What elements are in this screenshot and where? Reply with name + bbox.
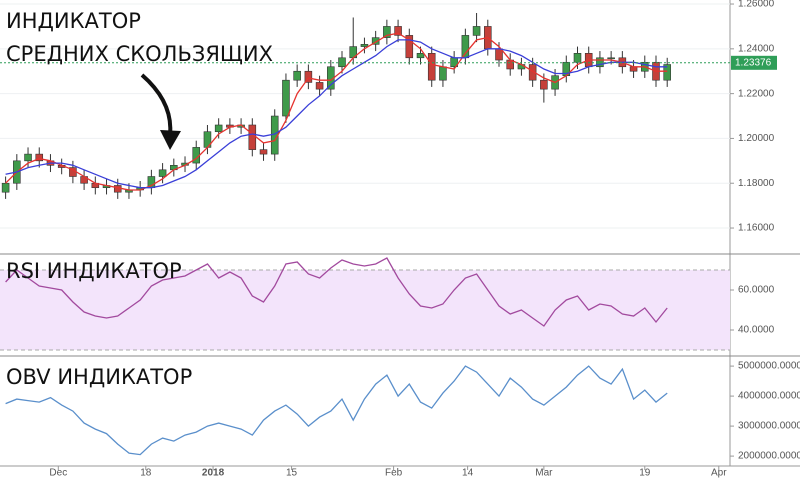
candle-body (607, 57, 615, 60)
y-tick-label: 1.18000 (738, 178, 775, 189)
candle-body (282, 79, 290, 117)
candle-body (573, 53, 582, 63)
y-tick-label: 2000000.0000 (738, 451, 800, 462)
candle-body (293, 70, 301, 81)
y-tick-label: 60.0000 (738, 285, 775, 296)
candle-body (24, 153, 32, 162)
annotation: ИНДИКАТОР (6, 9, 141, 33)
candle-body (1, 182, 10, 193)
y-tick-label: 40.0000 (738, 325, 775, 336)
candle-body (315, 82, 324, 90)
candle-body (214, 124, 223, 133)
y-tick-label: 1.22000 (738, 88, 775, 99)
y-tick-label: 3000000.0000 (738, 421, 800, 432)
line (5, 32, 668, 191)
candle-body (248, 124, 257, 150)
y-tick-label: 5000000.0000 (738, 361, 800, 372)
y-tick-label: 1.26000 (738, 0, 775, 10)
candle-body (472, 26, 481, 36)
x-tick-label: 15 (286, 468, 298, 479)
last-price-label: 1.23376 (735, 57, 772, 68)
candle-body (405, 35, 414, 59)
candle-body (540, 79, 548, 90)
annotation: СРЕДНИХ СКОЛЬЗЯЩИХ (6, 42, 273, 66)
line (5, 39, 668, 189)
candle-body (596, 57, 604, 68)
panel-title: RSI ИНДИКАТОР (6, 259, 182, 283)
line (5, 365, 668, 456)
candle-body (528, 64, 537, 81)
candle-body (259, 149, 268, 155)
candle-body (304, 70, 313, 83)
candle-body (416, 53, 425, 59)
candle-body (360, 44, 369, 47)
candle-body (35, 153, 44, 162)
arrow-head (160, 130, 181, 150)
candle-body (663, 64, 671, 81)
y-tick-label: 1.16000 (738, 223, 775, 234)
candle-body (383, 26, 391, 38)
rsi-band (0, 270, 730, 350)
candle-body (394, 26, 402, 36)
last-price-box (731, 55, 777, 70)
x-tick-label: Feb (385, 468, 403, 479)
y-tick-label: 4000000.0000 (738, 391, 800, 402)
x-tick-label: 18 (140, 468, 152, 479)
x-tick-label: Dec (49, 468, 67, 479)
y-tick-label: 1.24000 (738, 43, 775, 54)
arrow (140, 73, 173, 136)
candle-body (439, 66, 447, 81)
candle-body (158, 169, 167, 177)
candle-body (371, 37, 380, 45)
x-tick-label: 2018 (202, 468, 225, 479)
x-tick-label: 14 (462, 468, 474, 479)
panel-title: OBV ИНДИКАТОР (6, 365, 192, 389)
candle-body (427, 53, 436, 81)
line (5, 257, 668, 327)
x-tick-label: 19 (639, 468, 651, 479)
y-tick-label: 1.20000 (738, 133, 775, 144)
x-tick-label: Mar (535, 468, 553, 479)
candle-body (338, 57, 346, 68)
x-tick-label: Apr (711, 468, 727, 479)
